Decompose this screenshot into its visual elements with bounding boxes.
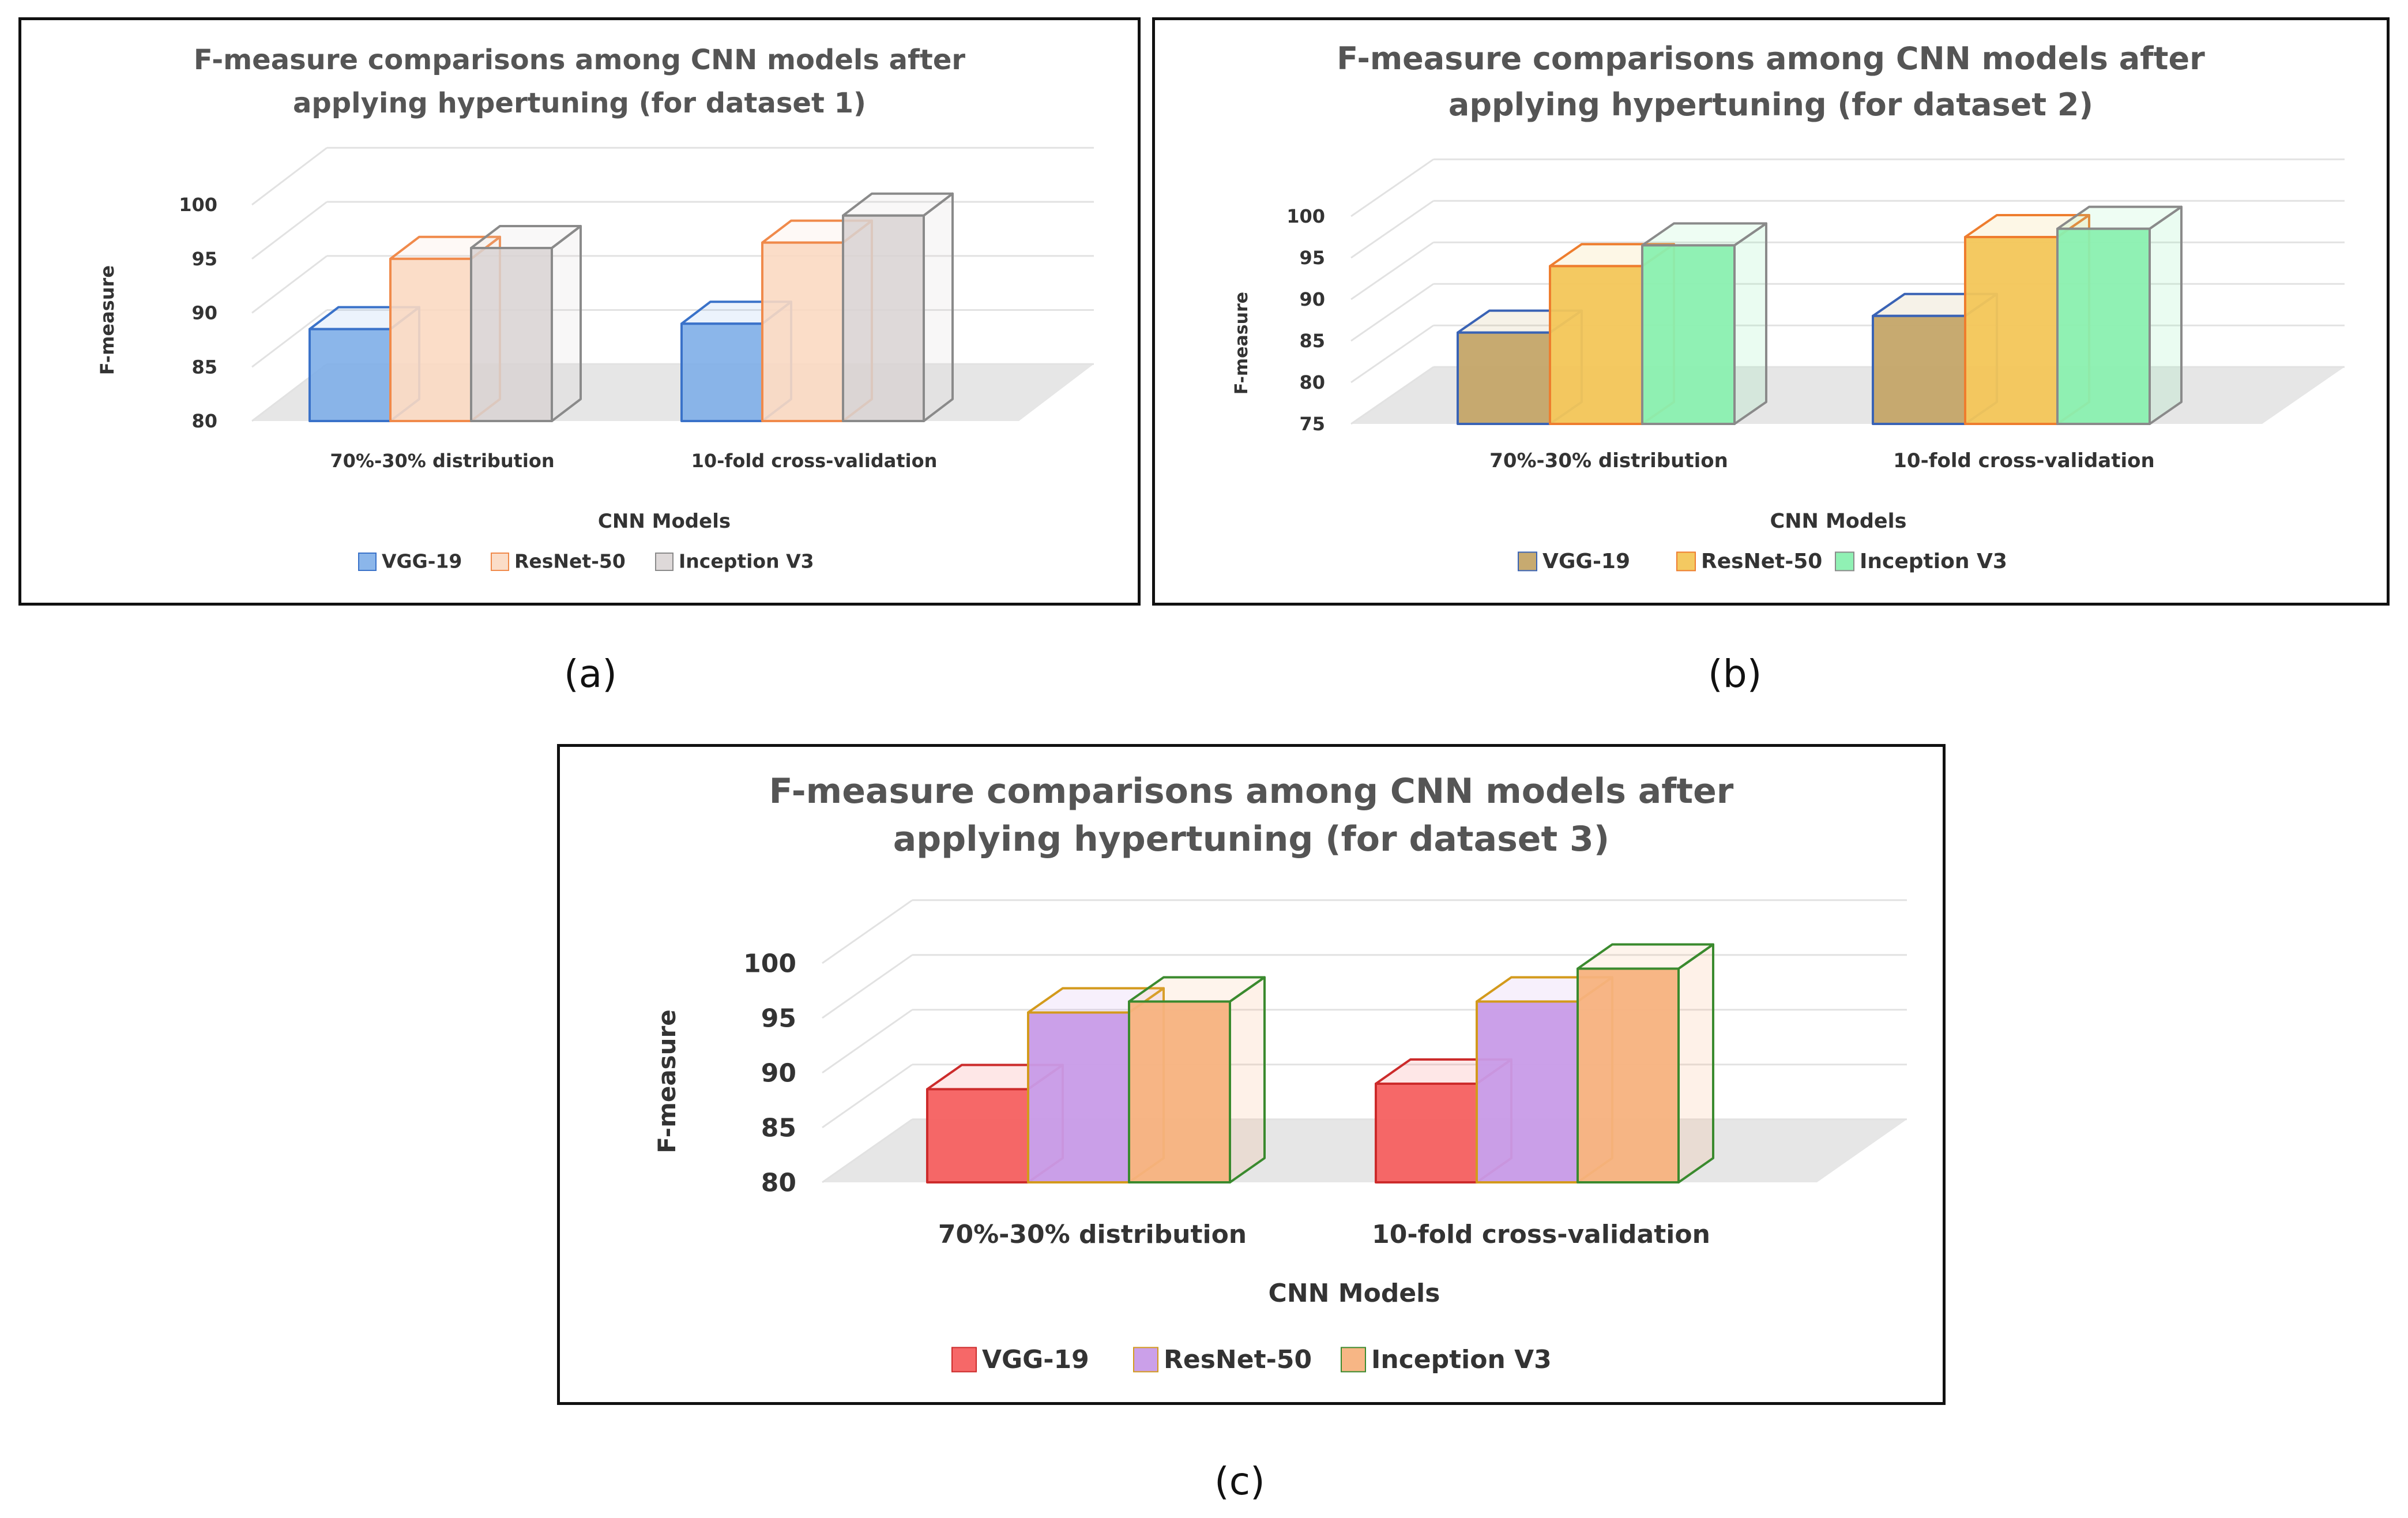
bar-inception-v3-0 — [1641, 222, 1767, 425]
y-tick-label: 95 — [191, 248, 217, 270]
gridline-depth — [822, 1064, 913, 1129]
y-tick-label: 95 — [1299, 247, 1325, 269]
chart-a: F-measure comparisons among CNN models a… — [96, 44, 1094, 573]
gridline-depth — [822, 1009, 913, 1074]
x-category-label: 70%-30% distribution — [938, 1220, 1247, 1249]
x-category-label: 10-fold cross-validation — [1372, 1220, 1710, 1249]
y-tick-label: 90 — [191, 302, 217, 324]
bar-inception-v3-1 — [2056, 205, 2183, 425]
x-category-label: 70%-30% distribution — [330, 450, 554, 472]
gridline-depth — [251, 201, 328, 260]
y-tick-label: 80 — [1299, 371, 1325, 393]
gridline-depth — [1350, 241, 1434, 300]
y-tick-label: 95 — [761, 1004, 796, 1033]
chart-panel-a: F-measure comparisons among CNN models a… — [18, 17, 1141, 606]
legend-swatch — [1341, 1347, 1366, 1373]
gridline-depth — [822, 899, 913, 964]
bar-resnet-50-0 — [389, 235, 501, 422]
y-axis-label: F-measure — [1232, 292, 1252, 394]
gridline-depth — [1350, 366, 1434, 425]
y-tick-label: 100 — [179, 194, 217, 216]
y-tick-label: 85 — [191, 356, 217, 378]
x-category-label: 10-fold cross-validation — [691, 450, 938, 472]
gridline-depth — [1350, 283, 1434, 342]
legend-label: ResNet-50 — [1164, 1345, 1312, 1374]
legend-swatch — [655, 553, 674, 571]
y-tick-label: 80 — [761, 1168, 796, 1197]
y-tick-label: 90 — [1299, 288, 1325, 310]
legend-swatch — [491, 553, 509, 571]
caption-b: (b) — [1708, 652, 1762, 696]
gridline-depth — [1350, 200, 1434, 259]
legend-label: VGG-19 — [1542, 550, 1630, 573]
legend-swatch — [1676, 551, 1696, 572]
x-axis-label: CNN Models — [598, 510, 731, 533]
legend-label: Inception V3 — [1860, 550, 2007, 573]
legend-swatch — [358, 553, 377, 571]
legend-label: VGG-19 — [382, 550, 462, 573]
legend-label: VGG-19 — [982, 1345, 1089, 1374]
bar-inception-v3-1 — [842, 192, 954, 422]
chart-c: F-measure comparisons among CNN models a… — [653, 771, 1907, 1374]
y-tick-label: 75 — [1299, 413, 1325, 435]
caption-a: (a) — [564, 652, 617, 696]
chart-title-line: applying hypertuning (for dataset 2) — [1448, 87, 2093, 123]
legend-swatch — [1133, 1347, 1158, 1373]
y-axis-label: F-measure — [653, 1009, 681, 1153]
legend-swatch — [951, 1347, 977, 1373]
x-category-label: 70%-30% distribution — [1489, 449, 1728, 472]
y-tick-label: 100 — [1286, 205, 1325, 227]
legend-swatch — [1518, 551, 1537, 572]
y-tick-label: 100 — [743, 949, 796, 978]
x-axis-label: CNN Models — [1269, 1279, 1440, 1308]
caption-c: (c) — [1214, 1459, 1265, 1504]
gridline-depth — [251, 255, 328, 314]
legend-swatch — [1835, 551, 1854, 572]
y-tick-label: 80 — [191, 410, 217, 432]
chart-title-line: F-measure comparisons among CNN models a… — [194, 44, 966, 76]
y-tick-label: 85 — [761, 1113, 796, 1143]
bar-inception-v3-1 — [1577, 943, 1714, 1183]
gridline-depth — [1350, 158, 1434, 217]
gridline-depth — [822, 1118, 913, 1183]
gridline-depth — [251, 309, 328, 368]
y-tick-label: 85 — [1299, 330, 1325, 352]
legend-label: Inception V3 — [1371, 1345, 1552, 1374]
chart-panel-c: F-measure comparisons among CNN models a… — [557, 744, 1946, 1405]
chart-title-line: applying hypertuning (for dataset 1) — [293, 87, 866, 119]
x-category-label: 10-fold cross-validation — [1893, 449, 2154, 472]
gridline-depth — [822, 954, 913, 1019]
gridline-depth — [1350, 324, 1434, 384]
bar-inception-v3-0 — [470, 225, 582, 422]
chart-panel-b: F-measure comparisons among CNN models a… — [1152, 17, 2390, 606]
gridline-depth — [251, 147, 328, 206]
legend-label: ResNet-50 — [1701, 550, 1822, 573]
chart-b: F-measure comparisons among CNN models a… — [1232, 40, 2345, 573]
y-axis-label: F-measure — [96, 265, 118, 375]
chart-title-line: applying hypertuning (for dataset 3) — [893, 819, 1609, 859]
y-tick-label: 90 — [761, 1058, 796, 1088]
x-axis-label: CNN Models — [1770, 510, 1907, 533]
bar-inception-v3-0 — [1128, 976, 1266, 1183]
chart-title-line: F-measure comparisons among CNN models a… — [1337, 40, 2205, 77]
legend-label: ResNet-50 — [514, 550, 626, 573]
chart-title-line: F-measure comparisons among CNN models a… — [769, 771, 1734, 811]
legend-label: Inception V3 — [679, 550, 814, 573]
